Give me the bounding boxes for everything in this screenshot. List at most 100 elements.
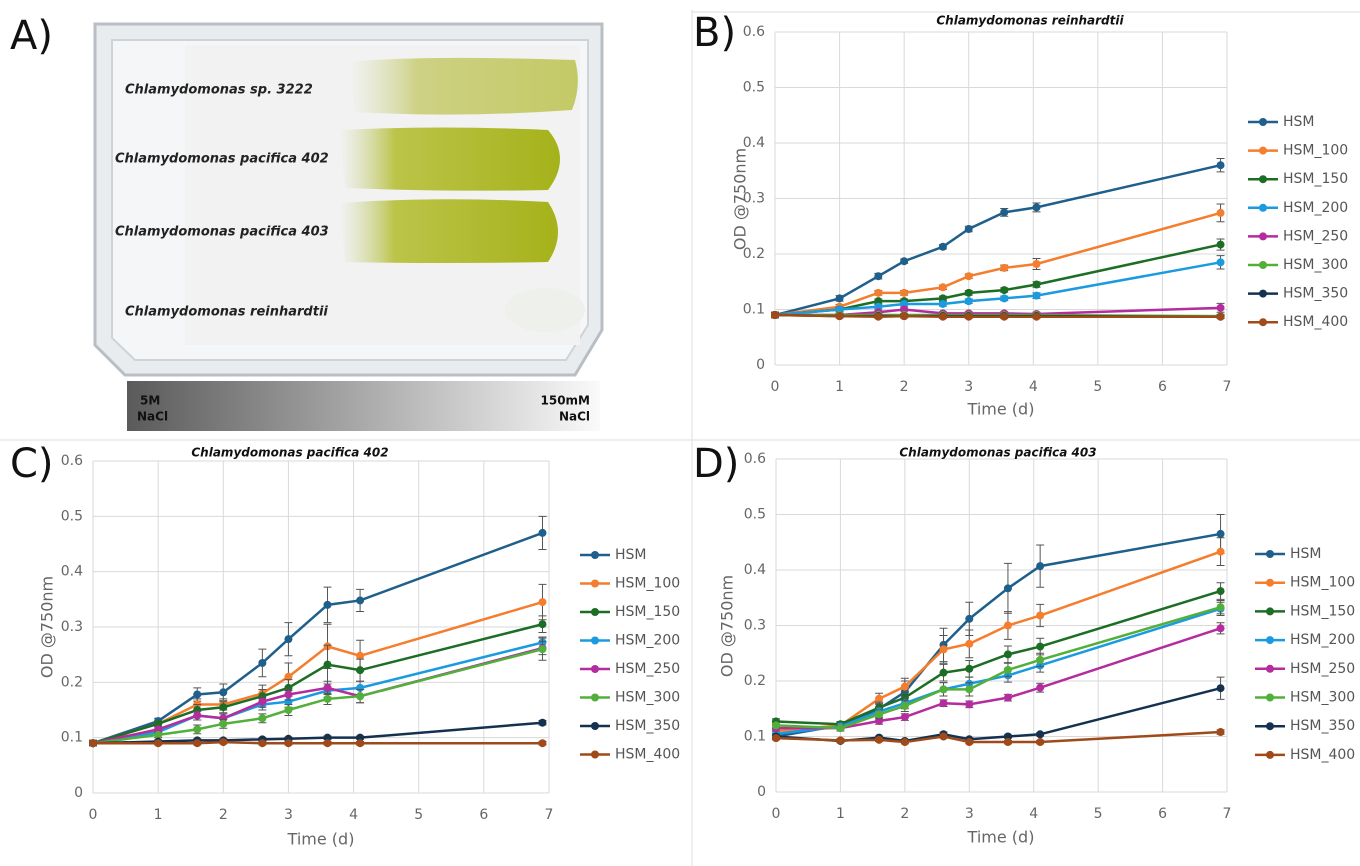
data-point <box>1032 280 1041 289</box>
x-tick-label: 4 <box>1029 806 1038 822</box>
strain-label: Chlamydomonas pacifica 403 <box>115 225 329 240</box>
legend-swatch <box>591 579 599 588</box>
data-point <box>1036 655 1045 664</box>
data-point <box>356 596 365 605</box>
panel-label: B) <box>693 10 736 56</box>
data-point <box>938 312 947 321</box>
data-point <box>1216 529 1225 538</box>
data-point <box>1032 312 1041 321</box>
legend-swatch <box>591 693 599 702</box>
data-point <box>874 302 883 311</box>
data-point <box>258 739 267 748</box>
data-point <box>1216 684 1225 693</box>
data-point <box>258 658 267 667</box>
data-point <box>1216 303 1225 312</box>
legend-label: HSM_150 <box>615 604 680 620</box>
y-tick-label: 0.5 <box>743 80 765 96</box>
data-point <box>965 614 974 623</box>
legend-swatch <box>591 608 599 616</box>
chart-title: Chlamydomonas pacifica 402 <box>191 446 388 460</box>
plate-photo <box>93 22 604 377</box>
legend-swatch <box>1266 636 1274 645</box>
data-point <box>284 635 293 644</box>
data-point <box>1000 263 1009 272</box>
series-line <box>92 531 543 745</box>
data-point <box>964 297 973 306</box>
y-tick-label: 0.6 <box>61 453 83 469</box>
legend-label: HSM_150 <box>1290 603 1355 619</box>
legend-label: HSM_400 <box>1283 314 1348 330</box>
series-line <box>774 163 1221 317</box>
panel-label: C) <box>10 441 54 487</box>
data-point <box>900 713 909 722</box>
data-point <box>154 739 163 748</box>
data-point <box>284 739 293 748</box>
x-tick-label: 2 <box>219 807 228 823</box>
data-point <box>89 739 97 748</box>
data-point <box>1000 286 1009 295</box>
legend-label: HSM_350 <box>1283 286 1348 302</box>
data-point <box>154 719 163 728</box>
x-tick-label: 5 <box>1094 806 1103 822</box>
data-point <box>1036 683 1045 692</box>
data-point <box>1216 547 1225 556</box>
data-point <box>964 272 973 281</box>
y-axis-title: OD @750nm <box>731 148 750 250</box>
y-tick-label: 0 <box>757 784 766 800</box>
legend-swatch <box>1266 550 1274 558</box>
legend-label: HSM_400 <box>615 747 680 763</box>
data-point <box>1216 208 1225 217</box>
data-point <box>900 738 909 747</box>
data-point <box>939 699 948 708</box>
legend-label: HSM_400 <box>1290 747 1355 763</box>
gradient-label: 150mM <box>541 394 591 408</box>
data-point <box>1036 730 1045 739</box>
y-tick-label: 0.4 <box>743 135 765 151</box>
y-tick-label: 0.2 <box>61 674 83 690</box>
data-point <box>538 645 547 654</box>
data-point <box>1000 294 1009 303</box>
data-point <box>356 692 365 701</box>
data-point <box>193 739 202 748</box>
legend-swatch <box>591 636 599 645</box>
data-point <box>538 598 547 607</box>
data-point <box>1003 665 1012 674</box>
data-point <box>193 690 202 699</box>
x-tick-label: 7 <box>1223 806 1232 822</box>
data-point <box>835 312 844 321</box>
legend-swatch <box>1266 578 1274 587</box>
legend-label: HSM_250 <box>1290 661 1355 677</box>
data-point <box>154 725 163 734</box>
data-point <box>965 685 974 694</box>
data-point <box>219 703 228 712</box>
data-point <box>1000 312 1009 321</box>
data-point <box>538 620 547 629</box>
data-point <box>323 683 332 692</box>
legend-swatch <box>1259 146 1267 155</box>
gradient-label: 5M <box>140 394 160 408</box>
y-tick-label: 0.1 <box>743 302 765 318</box>
data-point <box>323 600 332 609</box>
legend-label: HSM_250 <box>1283 228 1348 244</box>
y-tick-label: 0.2 <box>743 246 765 262</box>
data-point <box>284 690 293 699</box>
legend-label: HSM <box>1283 114 1315 130</box>
legend-swatch <box>1259 203 1267 212</box>
data-point <box>356 739 365 748</box>
legend-swatch <box>1259 232 1267 241</box>
x-tick-label: 3 <box>964 379 973 395</box>
data-point <box>193 706 202 714</box>
data-point <box>900 682 909 691</box>
data-point <box>219 738 228 747</box>
y-axis-title: OD @750nm <box>38 576 57 678</box>
x-tick-label: 2 <box>900 379 909 395</box>
x-tick-label: 4 <box>349 807 358 823</box>
data-point <box>284 672 293 681</box>
data-point <box>938 294 947 303</box>
y-axis-title: OD @750nm <box>718 575 737 677</box>
data-point <box>964 288 973 297</box>
data-point <box>1216 603 1225 612</box>
data-point <box>1036 562 1045 571</box>
data-point <box>1000 208 1009 217</box>
